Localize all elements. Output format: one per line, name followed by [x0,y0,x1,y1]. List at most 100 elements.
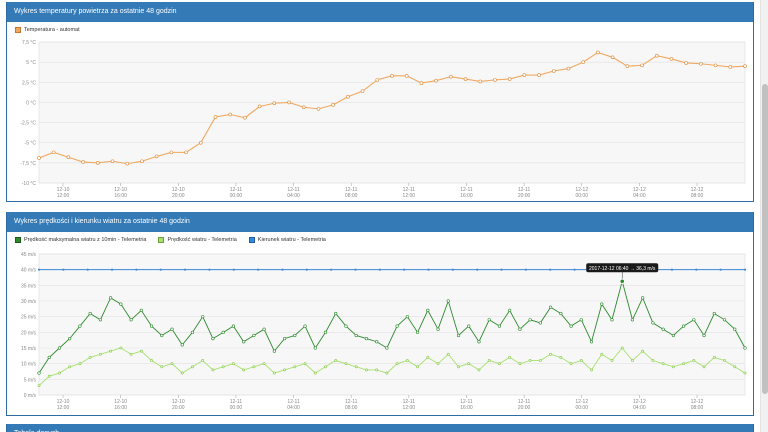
series-2-point [620,346,624,350]
series-2-point [631,359,634,362]
series-1-point [37,156,41,160]
series-2-point [498,362,501,366]
series-2-point [671,365,675,369]
tooltip-text: 2017-12-12 06:40 → 36,3 m/s [589,266,656,272]
legend-swatch-wind-direction [248,237,255,243]
series-1-point [119,302,123,306]
series-2-point [98,352,102,356]
wind-chart[interactable]: 0 m/s 5 m/s 10 m/s 15 m/s 20 m/s 25 m/s 30 m/s… [7,232,753,416]
series-1-point [610,55,615,60]
series-1-point [390,74,394,78]
series-1-point [641,296,645,300]
series-3-point [110,268,114,271]
series-2-point [354,365,358,369]
series-1-point [610,318,614,322]
series-1-point [169,150,174,155]
series-3-point [743,268,747,271]
series-1-point [522,73,527,77]
series-1-point [743,64,747,68]
series-1-point [518,327,522,331]
legend-item-wind-max[interactable]: Prędkość maksymalna wiatru z 10min - Tel… [15,237,146,243]
series-1-point [487,318,491,322]
series-2-point [569,362,573,366]
series-1-point [508,308,512,312]
series-3-point [427,268,430,271]
x-tick-label-time: 12:00 [57,405,70,411]
x-tick-label-time: 12:00 [403,193,416,199]
series-1-point [96,161,100,165]
y-tick-label: -2,5 °C [20,121,36,127]
series-1-point [436,327,440,331]
x-tick-label-date: 12-10 [114,399,127,405]
series-1-point [211,336,215,341]
series-1-point [395,324,399,328]
series-2-point [88,356,92,359]
series-1-point [671,333,675,338]
x-tick-label-time: 00:00 [575,193,588,199]
x-tick-label-time: 20:00 [172,405,185,411]
series-3-point [695,268,698,271]
page-scrollbar[interactable] [760,0,768,432]
legend-item-temperature[interactable]: Temperatura - automat [15,27,80,33]
series-1-point [243,115,247,120]
series-1-point [346,94,350,99]
series-1-point [129,318,133,322]
x-tick-label-time: 04:00 [287,405,300,411]
series-2-point [365,368,368,372]
series-1-point [548,305,553,309]
wind-legend[interactable]: Prędkość maksymalna wiatru z 10min - Tel… [15,237,326,243]
temperature-panel: Wykres temperatury powietrza za ostatnie… [6,2,754,202]
series-2-point [221,365,225,369]
series-1-point [213,115,218,119]
x-tick-label-date: 12-11 [460,399,473,405]
series-2-point [487,359,491,362]
series-1-point [125,161,130,166]
series-2-point [303,362,307,366]
series-2-point [160,365,164,369]
series-1-point [316,107,321,111]
series-1-point [334,311,338,316]
series-1-point [692,318,696,322]
series-3-point [476,268,479,271]
series-1-point [98,318,102,322]
series-line-2 [38,347,746,386]
series-2-point [723,359,726,362]
series-1-point [722,318,727,322]
series-1-point [81,160,85,164]
temperature-legend[interactable]: Temperatura - automat [15,27,80,33]
series-2-point [37,384,41,388]
x-tick-label-date: 12-11 [345,187,358,193]
legend-item-wind-direction[interactable]: Kierunek wiatru - Telemetria [248,237,326,243]
series-2-point [180,371,184,375]
series-2-point [559,356,563,359]
series-1-point [528,318,532,322]
series-1-point [405,315,409,319]
series-1-point [78,324,82,328]
y-tick-label: 30 m/s [21,299,37,305]
series-1-point [478,79,483,84]
y-tick-label: -10 °C [22,181,37,187]
x-tick-label-date: 12-11 [345,399,358,405]
series-3-point [183,268,187,271]
x-tick-label-date: 12-11 [287,187,300,193]
x-tick-label-time: 16:00 [460,405,473,411]
series-2-point [68,365,72,369]
series-1-point [110,159,115,164]
legend-item-wind-speed[interactable]: Prędkość wiatru - Telemetria [158,237,237,243]
series-2-point [538,359,542,362]
page-scrollbar-thumb[interactable] [762,84,768,394]
series-2-point [702,365,706,369]
temperature-chart[interactable]: -10 °C -7,5 °C -5 °C -2,5 °C 0 °C 2,5 °C 5 °C 7… [7,22,753,202]
series-1-point [640,63,644,68]
series-1-point [551,69,556,73]
series-1-point [651,321,655,325]
x-tick-label-time: 00:00 [230,193,243,199]
x-tick-label-date: 12-10 [172,187,185,193]
series-3-point [719,268,722,271]
series-2-point [334,359,338,362]
legend-swatch-wind-speed [158,237,165,243]
series-1-point [68,336,72,341]
series-1-point [221,330,225,334]
x-tick-label-date: 12-10 [114,187,127,193]
series-1-point [589,340,594,344]
